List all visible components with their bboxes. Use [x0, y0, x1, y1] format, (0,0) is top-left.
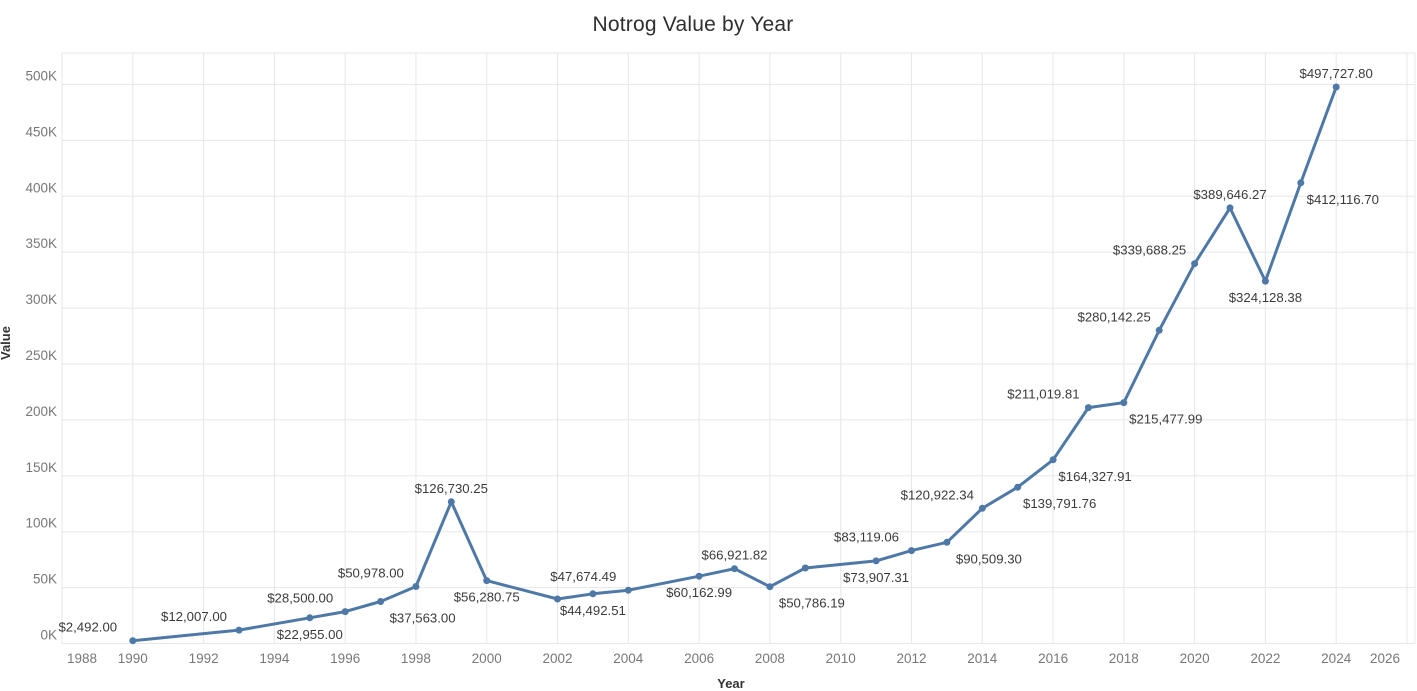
data-label-2004: $47,674.49: [550, 569, 616, 584]
data-label-2021: $389,646.27: [1193, 187, 1266, 202]
data-point-2006[interactable]: [695, 572, 703, 580]
data-label-2014: $120,922.34: [901, 487, 974, 502]
x-tick-label-1990: 1990: [118, 651, 148, 666]
x-tick-label-1998: 1998: [401, 651, 431, 666]
data-point-1997[interactable]: [377, 598, 385, 605]
data-point-2017[interactable]: [1084, 404, 1092, 412]
data-point-2003[interactable]: [589, 590, 597, 598]
data-point-1998[interactable]: [412, 583, 420, 590]
x-tick-label-2000: 2000: [472, 651, 502, 666]
data-point-2007[interactable]: [731, 565, 738, 573]
x-tick-label-1996: 1996: [330, 651, 360, 666]
x-tick-label-2006: 2006: [684, 651, 714, 666]
x-tick-label-2026: 2026: [1370, 651, 1400, 666]
data-point-1996[interactable]: [341, 608, 349, 616]
y-tick-label-250K: 250K: [25, 348, 57, 363]
y-axis-title: Value: [0, 326, 13, 360]
y-tick-label-300K: 300K: [25, 292, 57, 307]
data-label-2019: $280,142.25: [1078, 309, 1151, 324]
x-tick-label-1992: 1992: [189, 651, 219, 666]
y-tick-label-50K: 50K: [33, 572, 57, 587]
data-label-2022: $324,128.38: [1229, 290, 1302, 305]
x-tick-label-2024: 2024: [1321, 651, 1352, 666]
data-label-1996: $28,500.00: [267, 591, 333, 606]
data-label-2024: $497,727.80: [1300, 66, 1373, 81]
data-label-2023: $412,116.70: [1307, 192, 1379, 207]
x-tick-label-2022: 2022: [1250, 651, 1280, 666]
data-label-2003: $44,492.51: [560, 603, 626, 618]
x-tick-label-2010: 2010: [826, 651, 856, 666]
data-point-2021[interactable]: [1226, 204, 1234, 212]
y-tick-label-500K: 500K: [25, 69, 57, 84]
data-point-2018[interactable]: [1120, 399, 1128, 407]
data-point-1999[interactable]: [447, 498, 455, 506]
y-tick-label-450K: 450K: [25, 124, 57, 139]
data-label-1999: $126,730.25: [415, 481, 488, 496]
data-point-2019[interactable]: [1155, 326, 1163, 334]
data-label-2013: $90,509.30: [956, 551, 1022, 566]
data-point-2023[interactable]: [1297, 179, 1305, 187]
chart-title: Notrog Value by Year: [592, 13, 794, 36]
x-tick-label-2018: 2018: [1109, 651, 1139, 666]
y-tick-label-400K: 400K: [25, 180, 57, 195]
x-tick-label-1988: 1988: [67, 651, 97, 666]
x-tick-label-2016: 2016: [1038, 651, 1068, 666]
data-label-1997: $37,563.00: [390, 611, 456, 626]
data-label-2007: $66,921.82: [701, 548, 767, 563]
data-label-2018: $215,477.99: [1129, 412, 1202, 427]
x-tick-label-2004: 2004: [613, 651, 644, 666]
y-tick-label-100K: 100K: [25, 516, 57, 531]
data-point-1990[interactable]: [129, 637, 137, 645]
data-point-2011[interactable]: [872, 557, 880, 565]
data-point-2004[interactable]: [624, 586, 632, 594]
x-tick-label-2020: 2020: [1180, 651, 1210, 666]
data-label-2008: $50,786.19: [779, 596, 845, 611]
data-label-2016: $164,327.91: [1058, 469, 1131, 484]
data-label-2006: $60,162.99: [666, 585, 732, 600]
x-tick-label-2002: 2002: [542, 651, 572, 666]
data-point-2020[interactable]: [1191, 260, 1199, 268]
x-tick-label-2008: 2008: [755, 651, 785, 666]
data-point-2000[interactable]: [483, 577, 491, 585]
data-point-2024[interactable]: [1332, 83, 1340, 91]
data-point-1995[interactable]: [306, 614, 314, 622]
data-point-2015[interactable]: [1014, 483, 1022, 491]
data-point-2014[interactable]: [978, 504, 986, 512]
data-label-1995: $22,955.00: [277, 627, 343, 642]
y-tick-label-0K: 0K: [40, 628, 57, 643]
data-label-2011: $73,907.31: [843, 570, 909, 585]
data-label-2015: $139,791.76: [1023, 496, 1096, 511]
x-tick-label-2014: 2014: [967, 651, 998, 666]
data-point-2008[interactable]: [766, 583, 774, 591]
data-label-1998: $50,978.00: [338, 566, 404, 581]
y-tick-label-150K: 150K: [25, 460, 57, 475]
data-label-1990: $2,492.00: [58, 620, 117, 635]
data-point-2002[interactable]: [554, 595, 561, 603]
data-label-2000: $56,280.75: [454, 590, 520, 605]
x-axis-title: Year: [717, 676, 745, 691]
data-point-2009[interactable]: [801, 564, 809, 572]
data-point-2016[interactable]: [1049, 456, 1057, 464]
data-label-2017: $211,019.81: [1007, 387, 1079, 402]
data-label-2020: $339,688.25: [1113, 243, 1186, 258]
data-point-1993[interactable]: [235, 626, 243, 634]
data-label-2012: $83,119.06: [834, 530, 899, 545]
data-point-2012[interactable]: [908, 547, 915, 555]
x-tick-label-1994: 1994: [259, 651, 290, 666]
data-label-1993: $12,007.00: [161, 609, 227, 624]
y-tick-label-200K: 200K: [25, 404, 57, 419]
x-tick-label-2012: 2012: [896, 651, 926, 666]
data-point-2013[interactable]: [943, 538, 951, 546]
y-tick-label-350K: 350K: [25, 236, 57, 251]
data-point-2022[interactable]: [1261, 277, 1269, 285]
